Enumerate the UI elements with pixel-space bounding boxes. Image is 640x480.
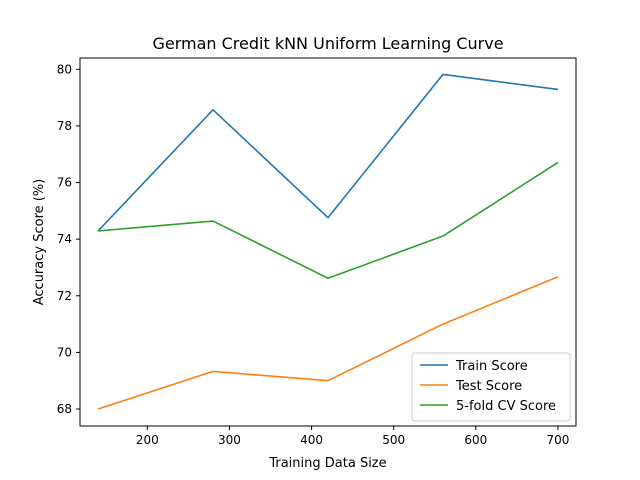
legend: Train Score Test Score 5-fold CV Score	[411, 352, 571, 422]
y-tick-label: 68	[57, 402, 72, 416]
y-tick-label: 74	[57, 232, 72, 246]
y-tick-label: 70	[57, 345, 72, 359]
y-axis-ticks: 68 70 72 74 76 78 80	[57, 62, 80, 416]
y-tick-label: 80	[57, 62, 72, 76]
legend-entry-label: Test Score	[455, 379, 522, 394]
legend-box	[411, 352, 571, 422]
chart-title: German Credit kNN Uniform Learning Curve	[152, 34, 503, 53]
series-lines	[97, 73, 559, 410]
x-axis-ticks: 200 300 400 500 600 700	[136, 426, 569, 447]
legend-entry-label: 5-fold CV Score	[456, 399, 556, 414]
x-tick-label: 500	[382, 433, 405, 447]
x-tick-label: 700	[546, 433, 569, 447]
y-tick-label: 76	[57, 176, 72, 190]
legend-entry-label: Train Score	[455, 359, 528, 374]
y-axis-label: Accuracy Score (%)	[32, 179, 47, 306]
x-tick-label: 600	[464, 433, 487, 447]
x-axis-label: Training Data Size	[268, 456, 386, 471]
y-tick-label: 78	[57, 119, 72, 133]
plot-frame	[79, 57, 577, 427]
x-tick-label: 400	[300, 433, 323, 447]
series-line-train-score	[97, 73, 559, 232]
series-line-test-score	[97, 276, 559, 410]
x-tick-label: 300	[218, 433, 241, 447]
x-tick-label: 200	[136, 433, 159, 447]
y-tick-label: 72	[57, 289, 72, 303]
series-line-5-fold-cv-score	[98, 161, 559, 280]
